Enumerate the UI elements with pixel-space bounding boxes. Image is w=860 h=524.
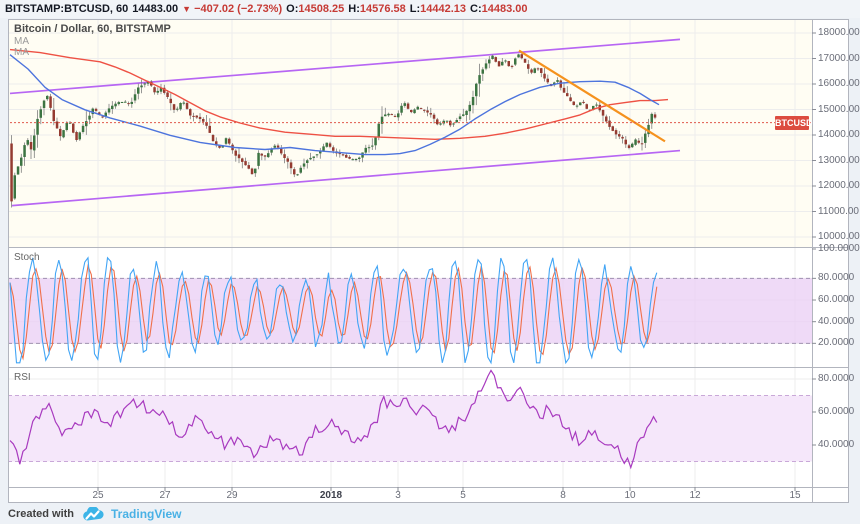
stoch-tick-label: 20.0000 xyxy=(818,337,855,349)
time-tick-label: 8 xyxy=(560,490,566,501)
ohlc-value: 14576.58 xyxy=(359,3,406,15)
ma-blue-line xyxy=(9,54,660,156)
rsi-tick-label: 40.0000 xyxy=(818,439,855,450)
time-tick-label: 2018 xyxy=(319,490,343,501)
ohlc-value: 14442.13 xyxy=(420,3,467,15)
stoch-tick-label: 100.0000 xyxy=(818,243,860,254)
price-tick-label: 16000.00 xyxy=(818,78,860,89)
stoch-tick-label: 80.0000 xyxy=(818,272,855,284)
time-tick-label: 12 xyxy=(689,490,701,501)
ma-legend-2[interactable]: MA xyxy=(14,47,29,58)
chart-title[interactable]: Bitcoin / Dollar, 60, BITSTAMP xyxy=(14,23,171,35)
time-tick-label: 10 xyxy=(624,490,636,501)
symbol-interval: BITSTAMP:BTCUSD, 60 xyxy=(5,3,129,15)
price-tick-label: 15000.00 xyxy=(818,103,860,115)
price-tick-label: 11000.00 xyxy=(818,205,859,217)
ohlc-value: 14483.00 xyxy=(481,3,528,15)
time-tick-label: 29 xyxy=(226,490,238,501)
ohlc-label: O: xyxy=(286,3,299,15)
rsi-tick-label: 80.0000 xyxy=(818,373,855,384)
ma-red-line xyxy=(9,48,669,141)
price-badge: BTCUSD xyxy=(775,115,813,130)
tradingview-link[interactable]: TradingView xyxy=(111,507,182,521)
time-tick-label: 15 xyxy=(789,490,801,501)
down-triangle-icon: ▼ xyxy=(182,4,192,14)
time-tick-label: 27 xyxy=(159,490,171,501)
last-price: 14483.00 xyxy=(132,3,179,15)
price-tick-label: 14000.00 xyxy=(818,129,860,140)
ohlc-values: O: 14508.25 H: 14576.58 L: 14442.13 C: 14483.00 xyxy=(286,3,531,15)
price-change: −407.02 (−2.73%) xyxy=(194,3,283,15)
axis-ticks xyxy=(97,32,816,491)
ohlc-status-bar: BITSTAMP:BTCUSD, 60 14483.00 ▼ −407.02 (… xyxy=(0,0,860,18)
footer-attribution: Created with TradingView xyxy=(8,505,181,523)
price-tick-label: 17000.00 xyxy=(818,52,860,64)
stoch-k-line xyxy=(9,256,658,365)
pane-dividers xyxy=(8,19,849,503)
stoch-tick-label: 40.0000 xyxy=(818,315,855,327)
trendline-orange[interactable] xyxy=(518,49,666,143)
created-with-text: Created with xyxy=(8,508,75,520)
stoch-d-line xyxy=(9,263,658,361)
ohlc-value: 14508.25 xyxy=(298,3,345,15)
ohlc-label: H: xyxy=(348,3,360,15)
rsi-pane-label[interactable]: RSI xyxy=(14,372,31,383)
price-tick-label: 13000.00 xyxy=(818,154,860,166)
time-tick-label: 3 xyxy=(395,490,401,501)
rsi-tick-label: 60.0000 xyxy=(818,406,855,417)
time-tick-label: 25 xyxy=(92,490,104,501)
tradingview-cloud-icon xyxy=(83,506,104,520)
stoch-pane-label[interactable]: Stoch xyxy=(14,252,40,263)
ohlc-label: C: xyxy=(470,3,482,15)
ohlc-label: L: xyxy=(409,3,421,15)
parallel-channel[interactable] xyxy=(9,38,681,207)
rsi-line xyxy=(9,369,658,470)
price-tick-label: 12000.00 xyxy=(818,180,860,191)
stoch-tick-label: 60.0000 xyxy=(818,294,855,306)
price-tick-label: 10000.00 xyxy=(818,231,860,242)
price-tick-label: 18000.00 xyxy=(818,27,860,38)
time-tick-label: 5 xyxy=(460,490,466,501)
ma-legend-1[interactable]: MA xyxy=(14,36,29,47)
